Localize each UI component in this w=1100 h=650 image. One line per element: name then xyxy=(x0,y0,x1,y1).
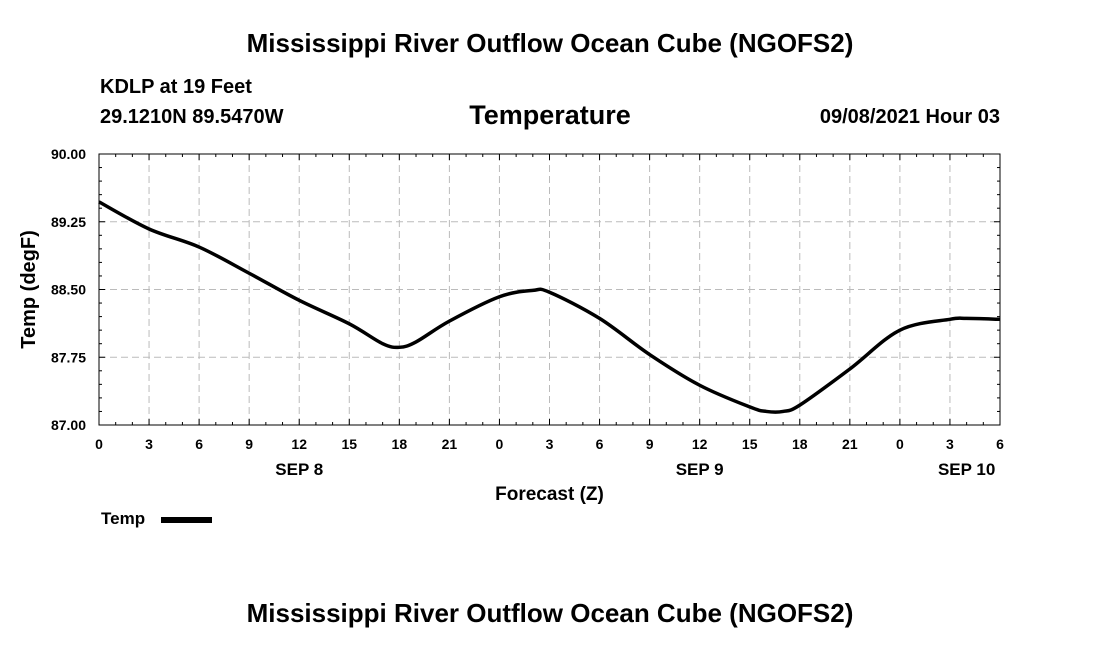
x-tick-label: 6 xyxy=(996,436,1004,452)
plot-frame xyxy=(98,153,1001,426)
coordinates-label: 29.1210N 89.5470W xyxy=(100,106,284,128)
footer-title: Mississippi River Outflow Ocean Cube (NG… xyxy=(246,598,854,628)
station-label: KDLP at 19 Feet xyxy=(100,76,252,98)
x-tick-label: 18 xyxy=(792,436,808,452)
x-tick-label: 3 xyxy=(145,436,153,452)
y-axis-label: Temp (degF) xyxy=(18,230,40,349)
x-tick-label: 21 xyxy=(442,436,458,452)
x-tick-label: 6 xyxy=(596,436,604,452)
x-tick-label: 18 xyxy=(392,436,408,452)
main-title: Mississippi River Outflow Ocean Cube (NG… xyxy=(246,28,854,58)
legend-label: Temp xyxy=(101,509,146,528)
x-tick-label: 15 xyxy=(341,436,357,452)
day-label: SEP 9 xyxy=(676,460,724,479)
y-tick-label: 88.50 xyxy=(51,282,86,298)
x-tick-label: 0 xyxy=(95,436,103,452)
x-tick-label: 0 xyxy=(896,436,904,452)
day-label: SEP 8 xyxy=(275,460,323,479)
x-tick-label: 3 xyxy=(946,436,954,452)
x-tick-label: 9 xyxy=(646,436,654,452)
x-tick-label: 6 xyxy=(195,436,203,452)
legend-swatch xyxy=(161,517,212,523)
x-tick-label: 21 xyxy=(842,436,858,452)
y-tick-label: 90.00 xyxy=(51,146,86,162)
x-tick-label: 9 xyxy=(245,436,253,452)
x-tick-label: 0 xyxy=(496,436,504,452)
x-axis-label: Forecast (Z) xyxy=(495,484,604,505)
y-tick-label: 87.00 xyxy=(51,417,86,433)
y-tick-label: 89.25 xyxy=(51,214,86,230)
x-tick-label: 3 xyxy=(546,436,554,452)
forecast-datetime: 09/08/2021 Hour 03 xyxy=(819,106,1000,128)
y-tick-label: 87.75 xyxy=(51,349,86,365)
temp-series-line xyxy=(98,200,1001,414)
x-tick-label: 15 xyxy=(742,436,758,452)
day-label: SEP 10 xyxy=(938,460,995,479)
x-tick-label: 12 xyxy=(291,436,307,452)
variable-title: Temperature xyxy=(469,100,631,130)
x-tick-label: 12 xyxy=(692,436,708,452)
